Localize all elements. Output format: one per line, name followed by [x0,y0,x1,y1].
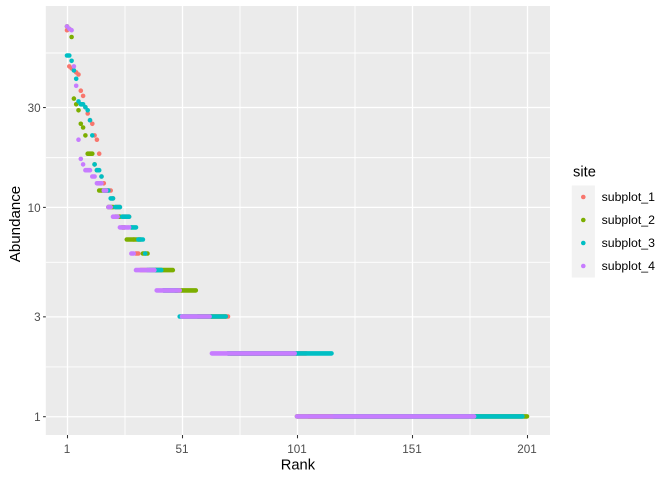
svg-text:10: 10 [28,202,42,215]
svg-text:subplot_4: subplot_4 [602,259,655,273]
svg-text:201: 201 [517,443,537,456]
svg-text:Rank: Rank [281,457,316,473]
svg-text:30: 30 [28,102,42,115]
svg-text:subplot_3: subplot_3 [602,236,655,250]
svg-text:101: 101 [287,443,307,456]
svg-text:51: 51 [175,443,188,456]
svg-text:Abundance: Abundance [7,186,24,262]
svg-text:subplot_2: subplot_2 [602,213,655,227]
svg-text:3: 3 [34,311,41,324]
svg-text:site: site [573,165,596,181]
svg-text:151: 151 [402,443,422,456]
svg-text:1: 1 [64,443,71,456]
svg-text:1: 1 [34,411,41,424]
svg-text:subplot_1: subplot_1 [602,190,655,204]
